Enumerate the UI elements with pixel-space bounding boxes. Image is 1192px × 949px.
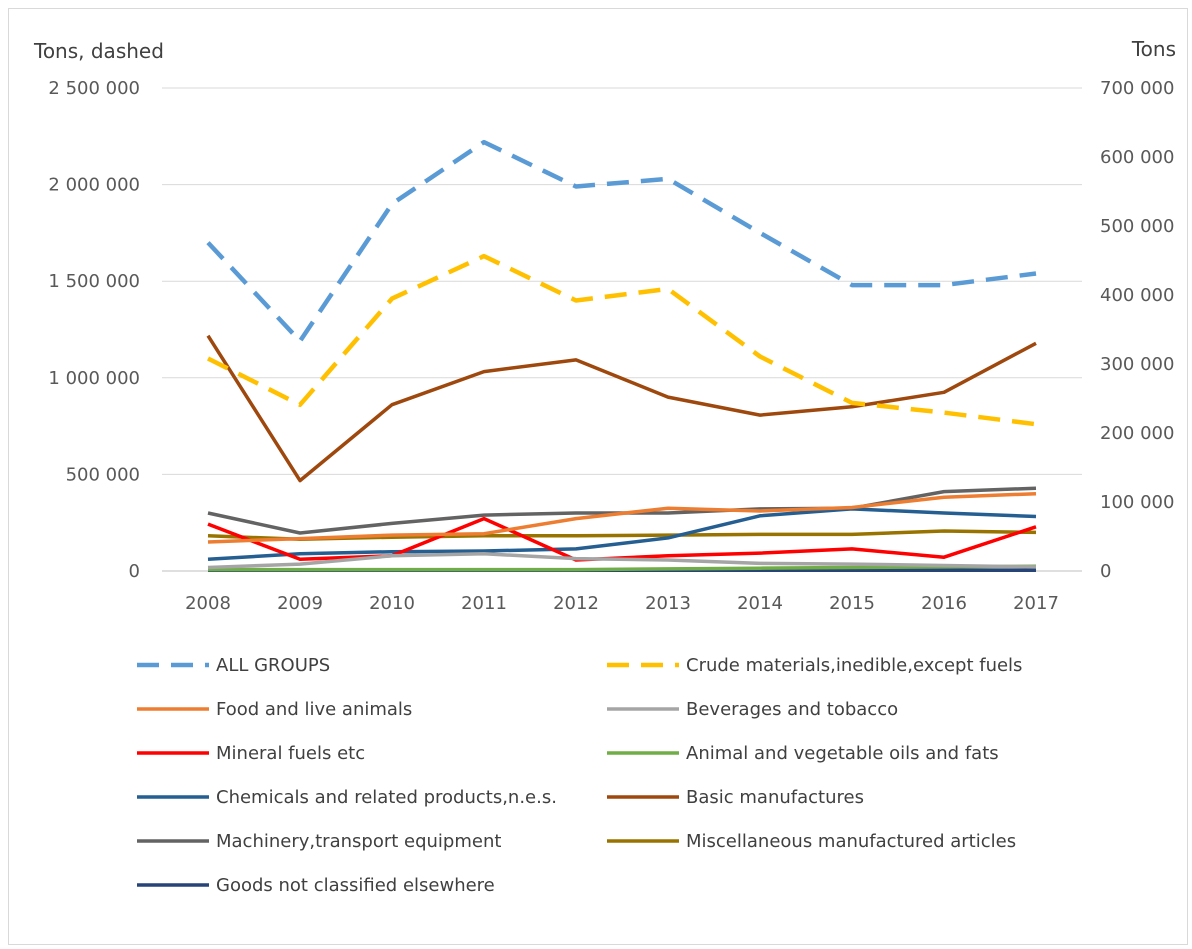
series-line-beverages-and-tobacco: [207, 552, 1037, 570]
right-tick-label: 600 000: [1100, 147, 1174, 168]
series-line-basic-manufactures: [206, 334, 1037, 483]
right-tick-label: 700 000: [1100, 78, 1174, 99]
left-tick-label: 1 000 000: [48, 368, 140, 389]
right-tick-label: 300 000: [1100, 354, 1174, 375]
right-tick-label: 0: [1100, 561, 1111, 582]
legend-label-miscellaneous-manufactured-articles: Miscellaneous manufactured articles: [686, 831, 1016, 852]
legend-label-mineral-fuels-etc: Mineral fuels etc: [216, 743, 365, 764]
right-tick-label: 400 000: [1100, 285, 1174, 306]
legend: ALL GROUPS Crude materials,inedible,excep…: [137, 655, 1022, 896]
legend-label-goods-not-classified-elsewhere: Goods not classified elsewhere: [216, 875, 495, 896]
series-line-all-groups: [206, 139, 1037, 344]
right-axis-ticks: 0 100 000 200 000 300 000 400 000 500 000 600 …: [1100, 78, 1174, 582]
x-tick-label: 2014: [737, 593, 783, 614]
right-axis-title: Tons: [1131, 37, 1176, 61]
x-tick-label: 2010: [369, 593, 415, 614]
legend-label-chemicals-and-related-products-n-e-s: Chemicals and related products,n.e.s.: [216, 787, 557, 808]
x-tick-label: 2016: [921, 593, 967, 614]
legend-label-basic-manufactures: Basic manufactures: [686, 787, 864, 808]
x-tick-label: 2013: [645, 593, 691, 614]
series-line-food-and-live-animals: [207, 491, 1037, 544]
x-tick-label: 2015: [829, 593, 875, 614]
x-tick-label: 2011: [461, 593, 507, 614]
series-line-animal-and-vegetable-oils-and-fats: [208, 564, 1037, 572]
legend-label-all-groups: ALL GROUPS: [216, 655, 330, 676]
left-tick-label: 500 000: [66, 464, 140, 485]
right-tick-label: 500 000: [1100, 216, 1174, 237]
x-tick-label: 2012: [553, 593, 599, 614]
left-tick-label: 1 500 000: [48, 271, 140, 292]
legend-label-machinery-transport-equipment: Machinery,transport equipment: [216, 831, 501, 852]
x-tick-label: 2009: [277, 593, 323, 614]
right-tick-label: 200 000: [1100, 423, 1174, 444]
series-lines: [206, 139, 1037, 573]
legend-label-crude-materials-inedible-except-fuels: Crude materials,inedible,except fuels: [686, 655, 1022, 676]
legend-label-animal-and-vegetable-oils-and-fats: Animal and vegetable oils and fats: [686, 743, 999, 764]
left-tick-label: 2 500 000: [48, 78, 140, 99]
chart-frame: [8, 8, 1188, 945]
left-tick-label: 0: [129, 561, 140, 582]
left-axis-ticks: 0 500 000 1 000 000 1 500 000 2 000 000 2 500…: [48, 78, 140, 582]
series-line-crude-materials-inedible-except-fuels: [206, 253, 1037, 427]
legend-label-food-and-live-animals: Food and live animals: [216, 699, 412, 720]
right-tick-label: 100 000: [1100, 492, 1174, 513]
x-tick-label: 2008: [185, 593, 231, 614]
series-line-chemicals-and-related-products-n-e-s: [207, 507, 1037, 562]
left-tick-label: 2 000 000: [48, 175, 140, 196]
left-axis-title: Tons, dashed: [33, 39, 164, 63]
legend-label-beverages-and-tobacco: Beverages and tobacco: [686, 699, 898, 720]
x-tick-label: 2017: [1013, 593, 1059, 614]
x-axis-ticks: 2008 2009 2010 2011 2012 2013 2014 2015 2016 2017: [185, 593, 1059, 614]
